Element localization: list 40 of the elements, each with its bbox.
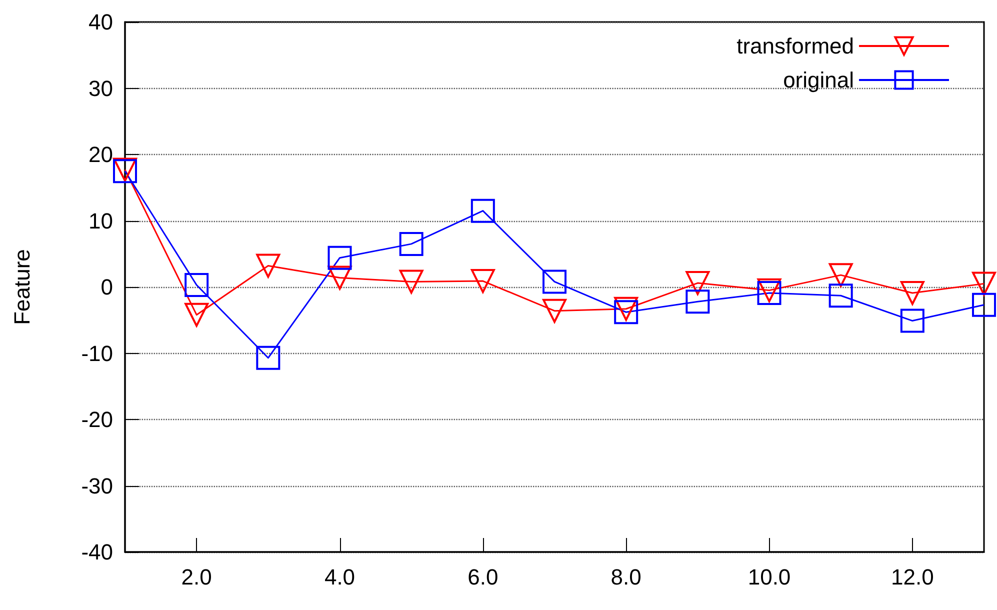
point [686,290,710,314]
point [542,298,566,323]
point [399,232,424,256]
point [828,263,853,288]
point [328,246,352,270]
point [184,302,209,327]
point [256,346,280,370]
x-tick-label: 4.0 [324,564,356,590]
y-tick-label: 0 [100,274,113,300]
y-tick-label: 20 [88,142,113,167]
point [328,266,352,290]
point [614,296,638,321]
point [542,270,566,294]
point [900,308,924,333]
y-tick-label: 10 [88,208,113,234]
x-tick-label: 8.0 [610,564,642,590]
point [184,273,209,298]
point [686,271,710,296]
legend-label: original [783,68,854,92]
point [470,198,495,223]
x-tick-label: 2.0 [181,564,212,590]
point [972,272,996,296]
point [470,269,495,294]
y-tick-label: -10 [81,340,113,366]
point [256,254,280,278]
x-tick-label: 10.0 [748,564,791,590]
legend-label: transformed [736,34,854,58]
y-tick-label: 30 [88,76,113,101]
x-tick-label: 12.0 [891,564,934,590]
y-tick-label: -30 [81,473,113,498]
y-axis-title: Feature [10,249,34,325]
y-tick-label: -20 [81,407,113,432]
point [900,280,924,305]
point [614,300,638,324]
x-tick-label: 6.0 [468,564,498,590]
point [828,284,853,308]
point [972,292,996,317]
point [399,270,424,294]
y-tick-label: -40 [81,540,113,564]
y-tick-label: 40 [88,10,113,34]
